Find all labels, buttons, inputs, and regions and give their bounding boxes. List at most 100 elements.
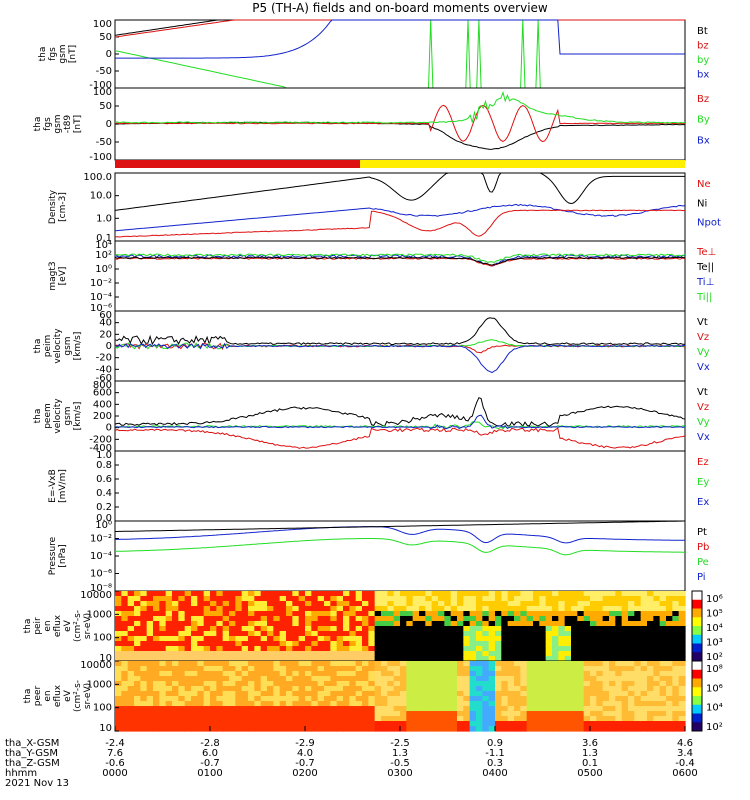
heatmap-cell: [457, 661, 464, 667]
heatmap-cell: [590, 601, 597, 607]
heatmap-cell: [292, 656, 300, 662]
heatmap-cell: [621, 621, 629, 627]
heatmap-cell: [317, 696, 325, 702]
heatmap-cell: [172, 691, 179, 697]
heatmap-cell: [165, 726, 173, 732]
heatmap-cell: [501, 601, 509, 607]
heatmap-cell: [216, 636, 224, 642]
heatmap-cell: [400, 626, 407, 632]
heatmap-cell: [292, 636, 300, 642]
heatmap-cell: [210, 641, 217, 647]
heatmap-cell: [165, 691, 173, 697]
heatmap-cell: [241, 681, 249, 687]
heatmap-cell: [400, 726, 407, 732]
heatmap-cell: [355, 621, 363, 627]
heatmap-cell: [558, 696, 566, 702]
heatmap-cell: [488, 611, 496, 617]
heatmap-cell: [393, 711, 401, 717]
heatmap-cell: [672, 696, 680, 702]
heatmap-cell: [431, 671, 439, 677]
y-axis-label: -t89: [63, 115, 73, 134]
heatmap-cell: [444, 601, 452, 607]
heatmap-cell: [254, 611, 262, 617]
heatmap-cell: [558, 621, 566, 627]
heatmap-cell: [159, 701, 167, 707]
heatmap-cell: [596, 661, 604, 667]
heatmap-cell: [425, 626, 433, 632]
heatmap-cell: [343, 616, 350, 622]
heatmap-cell: [317, 616, 325, 622]
heatmap-cell: [140, 656, 148, 662]
heatmap-cell: [488, 696, 496, 702]
heatmap-cell: [210, 706, 217, 712]
heatmap-cell: [571, 671, 578, 677]
heatmap-cell: [197, 626, 205, 632]
heatmap-cell: [552, 626, 559, 632]
heatmap-cell: [469, 726, 477, 732]
heatmap-cell: [400, 636, 407, 642]
heatmap-cell: [330, 611, 338, 617]
y-tick-label: 10⁻⁸: [90, 583, 112, 594]
heatmap-cell: [248, 666, 255, 672]
heatmap-cell: [197, 591, 205, 597]
heatmap-cell: [260, 666, 268, 672]
heatmap-cell: [127, 596, 135, 602]
heatmap-cell: [267, 606, 274, 612]
heatmap-cell: [260, 656, 268, 662]
heatmap-cell: [520, 706, 528, 712]
heatmap-cell: [267, 651, 274, 657]
heatmap-cell: [260, 726, 268, 732]
heatmap-cell: [672, 676, 680, 682]
heatmap-cell: [583, 686, 591, 692]
heatmap-cell: [374, 656, 382, 662]
heatmap-cell: [571, 696, 578, 702]
heatmap-cell: [571, 651, 578, 657]
heatmap-cell: [374, 606, 382, 612]
heatmap-cell: [134, 696, 141, 702]
heatmap-cell: [178, 701, 186, 707]
heatmap-cell: [222, 621, 230, 627]
heatmap-cell: [659, 666, 667, 672]
heatmap-cell: [602, 711, 610, 717]
heatmap-cell: [609, 646, 616, 652]
heatmap-cell: [558, 661, 566, 667]
heatmap-cell: [127, 676, 135, 682]
heatmap-cell: [514, 591, 521, 597]
heatmap-cell: [146, 641, 154, 647]
heatmap-cell: [368, 666, 376, 672]
heatmap-cell: [507, 691, 515, 697]
heatmap-cell: [514, 666, 521, 672]
heatmap-cell: [621, 641, 629, 647]
heatmap-cell: [324, 661, 331, 667]
heatmap-cell: [539, 636, 547, 642]
heatmap-cell: [381, 716, 388, 722]
heatmap-cell: [476, 606, 483, 612]
heatmap-cell: [476, 661, 483, 667]
heatmap-cell: [355, 681, 363, 687]
heatmap-cell: [197, 616, 205, 622]
heatmap-cell: [552, 686, 559, 692]
y-axis-label: tha: [23, 689, 33, 704]
heatmap-cell: [640, 591, 648, 597]
heatmap-cell: [381, 631, 388, 637]
heatmap-cell: [647, 711, 654, 717]
heatmap-cell: [659, 726, 667, 732]
heatmap-cell: [121, 626, 129, 632]
heatmap-cell: [419, 651, 426, 657]
heatmap-cell: [153, 601, 160, 607]
heatmap-cell: [159, 616, 167, 622]
heatmap-cell: [140, 641, 148, 647]
heatmap-cell: [355, 631, 363, 637]
y-axis-label: Density: [48, 189, 58, 224]
y-axis-label: sr-eV): [83, 613, 93, 639]
heatmap-cell: [134, 676, 141, 682]
heatmap-cell: [552, 711, 559, 717]
heatmap-cell: [495, 681, 502, 687]
heatmap-cell: [267, 621, 274, 627]
heatmap-cell: [501, 606, 509, 612]
heatmap-cell: [134, 636, 141, 642]
heatmap-cell: [216, 666, 224, 672]
heatmap-cell: [311, 696, 319, 702]
heatmap-cell: [400, 681, 407, 687]
heatmap-cell: [267, 706, 274, 712]
